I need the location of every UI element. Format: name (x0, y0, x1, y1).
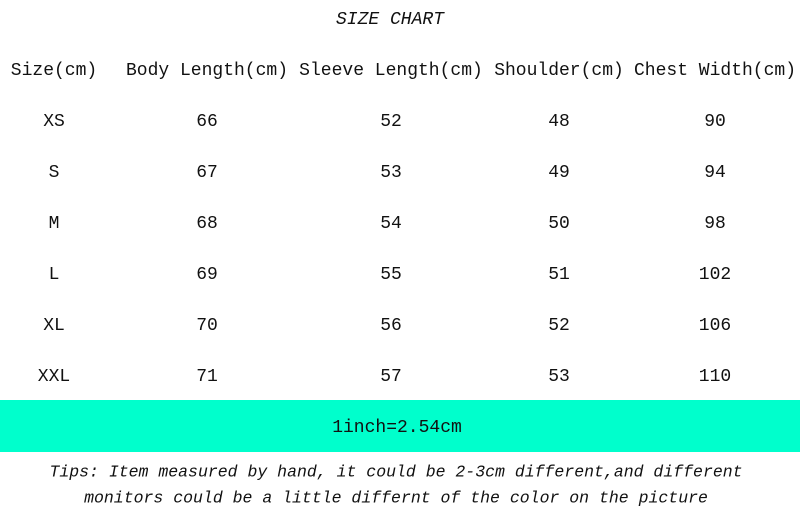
table-cell: 52 (548, 316, 570, 336)
table-cell: 71 (196, 367, 218, 387)
table-cell: 57 (380, 367, 402, 387)
table-cell: XL (43, 316, 65, 336)
table-cell: 94 (704, 163, 726, 183)
table-cell: 51 (548, 265, 570, 285)
column-header: Shoulder(cm) (494, 61, 624, 81)
column-header: Size(cm) (10, 61, 98, 81)
column-header: Body Length(cm) (125, 61, 289, 81)
table-cell: L (48, 265, 60, 285)
table-cell: 56 (380, 316, 402, 336)
table-cell: 66 (196, 112, 218, 132)
table-cell: 67 (196, 163, 218, 183)
table-cell: 50 (548, 214, 570, 234)
table-cell: 98 (704, 214, 726, 234)
chart-title: SIZE CHART (335, 10, 445, 30)
table-cell: 110 (698, 367, 732, 387)
table-cell: XS (43, 112, 65, 132)
table-cell: XXL (37, 367, 71, 387)
table-cell: 53 (548, 367, 570, 387)
table-cell: 55 (380, 265, 402, 285)
column-header: Chest Width(cm) (633, 61, 797, 81)
table-cell: 102 (698, 265, 732, 285)
tips-line-1: Tips: Item measured by hand, it could be… (49, 462, 743, 482)
table-cell: 54 (380, 214, 402, 234)
table-cell: 48 (548, 112, 570, 132)
table-cell: M (48, 214, 60, 234)
table-cell: 52 (380, 112, 402, 132)
table-cell: 90 (704, 112, 726, 132)
column-header: Sleeve Length(cm) (299, 61, 483, 81)
tips-line-2: monitors could be a little differnt of t… (84, 488, 708, 508)
conversion-text: 1inch=2.54cm (332, 418, 462, 438)
conversion-band: 1inch=2.54cm (0, 400, 800, 452)
table-cell: 106 (698, 316, 732, 336)
table-cell: 69 (196, 265, 218, 285)
table-cell: 70 (196, 316, 218, 336)
table-cell: 49 (548, 163, 570, 183)
table-cell: 53 (380, 163, 402, 183)
table-cell: 68 (196, 214, 218, 234)
table-cell: S (48, 163, 60, 183)
